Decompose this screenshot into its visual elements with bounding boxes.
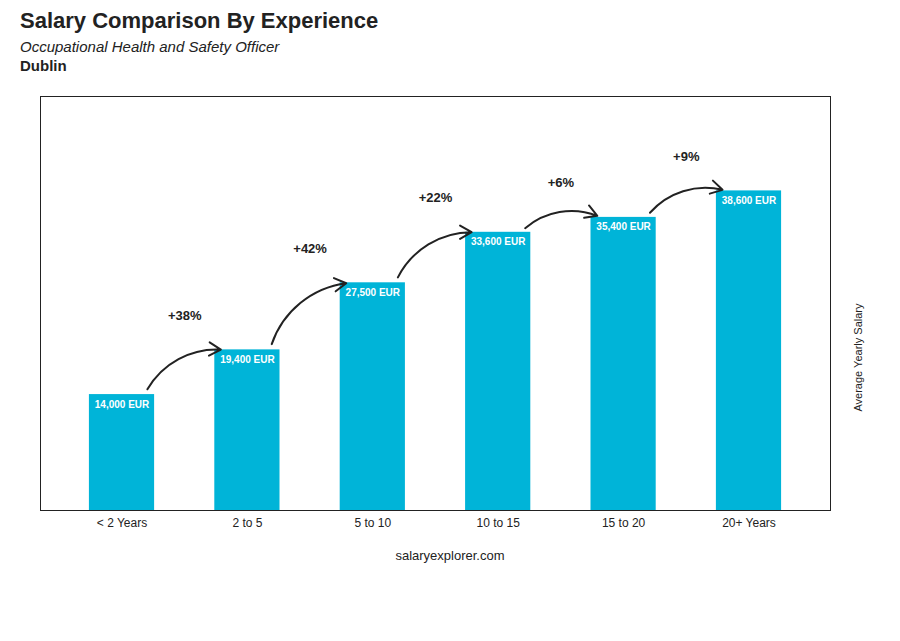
html-text:Dublin: Dublin xyxy=(20,57,67,74)
svg-text:15 to 20: 15 to 20 xyxy=(602,516,646,530)
svg-text:38,600 EUR: 38,600 EUR xyxy=(722,195,777,206)
svg-text:35,400 EUR: 35,400 EUR xyxy=(596,221,651,232)
svg-text:33,600 EUR: 33,600 EUR xyxy=(471,236,526,247)
svg-text:+9%: +9% xyxy=(673,149,700,164)
svg-text:19,400 EUR: 19,400 EUR xyxy=(220,354,275,365)
svg-text:14,000 EUR: 14,000 EUR xyxy=(95,399,150,410)
svg-text:+38%: +38% xyxy=(168,308,202,323)
svg-text:+22%: +22% xyxy=(419,190,453,205)
svg-text:2 to 5: 2 to 5 xyxy=(232,516,262,530)
html-text:Salary Comparison By Experienc: Salary Comparison By Experience xyxy=(20,8,379,33)
svg-text:20+ Years: 20+ Years xyxy=(722,516,776,530)
svg-text:< 2 Years: < 2 Years xyxy=(97,516,147,530)
svg-text:10 to 15: 10 to 15 xyxy=(477,516,521,530)
svg-text:Average Yearly Salary: Average Yearly Salary xyxy=(852,303,864,412)
svg-text:+6%: +6% xyxy=(548,175,575,190)
svg-text:27,500 EUR: 27,500 EUR xyxy=(346,287,401,298)
svg-text:5 to 10: 5 to 10 xyxy=(354,516,391,530)
html-text:salaryexplorer.com: salaryexplorer.com xyxy=(395,548,505,563)
html-text:Occupational Health and Safety: Occupational Health and Safety Officer xyxy=(20,38,280,55)
svg-text:+42%: +42% xyxy=(293,241,327,256)
